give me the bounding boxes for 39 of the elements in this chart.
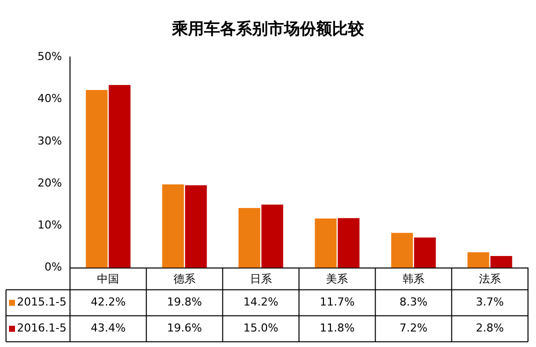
bar <box>238 208 260 268</box>
y-tick-label: 40% <box>38 92 62 106</box>
y-tick-label: 30% <box>38 134 62 148</box>
y-tick-label: 10% <box>38 218 62 232</box>
data-label: 19.6% <box>167 322 202 335</box>
bar <box>338 218 360 268</box>
legend-label: 2016.1-5 <box>17 322 66 335</box>
data-label: 11.7% <box>320 296 355 309</box>
bar <box>468 252 490 268</box>
bar <box>261 204 284 268</box>
y-tick-label: 20% <box>38 176 62 190</box>
legend-label: 2015.1-5 <box>17 296 66 309</box>
data-label: 14.2% <box>243 296 278 309</box>
bar <box>490 256 512 268</box>
x-tick-label: 中国 <box>97 272 120 286</box>
y-tick-label: 0% <box>44 260 62 274</box>
bar <box>391 232 413 268</box>
chart-title: 乘用车各系别市场份额比较 <box>171 18 365 38</box>
x-tick-label: 德系 <box>174 272 196 286</box>
bar <box>185 185 207 268</box>
bar <box>108 85 130 268</box>
bar <box>414 237 436 268</box>
data-label: 19.8% <box>167 296 202 309</box>
data-label: 11.8% <box>320 322 355 335</box>
x-tick-label: 法系 <box>478 272 501 286</box>
x-tick-label: 日系 <box>250 272 272 286</box>
x-tick-label: 韩系 <box>402 272 424 286</box>
data-label: 2.8% <box>476 322 504 335</box>
data-label: 43.4% <box>90 322 126 335</box>
data-label: 3.7% <box>476 296 504 309</box>
data-label: 7.2% <box>400 322 428 335</box>
bar <box>86 90 108 268</box>
data-label: 15.0% <box>243 322 278 335</box>
bar <box>162 184 184 268</box>
bar <box>314 218 337 268</box>
y-tick-label: 50% <box>38 50 62 64</box>
data-label: 42.2% <box>90 296 126 309</box>
data-label: 8.3% <box>400 296 428 309</box>
x-tick-label: 美系 <box>326 272 348 286</box>
